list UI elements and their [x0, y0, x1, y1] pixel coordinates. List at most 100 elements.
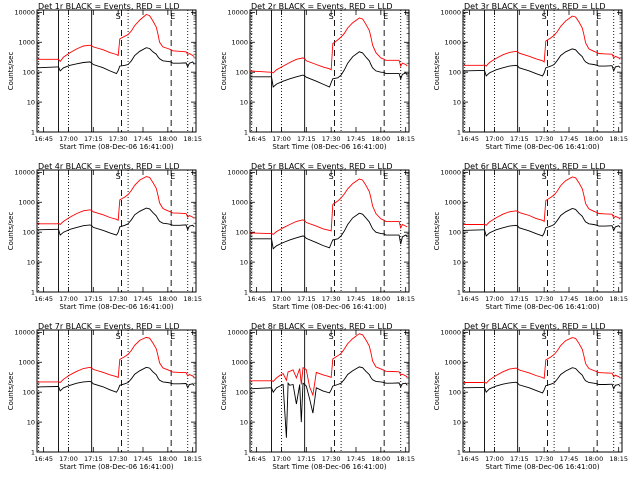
end-marker-label: E [596, 332, 601, 341]
y-tick-label: 1 [31, 288, 35, 296]
x-tick-label: 17:00 [485, 295, 504, 303]
y-tick-label: 1 [244, 288, 248, 296]
plot-frame [36, 169, 197, 293]
x-tick-label: 16:45 [34, 295, 53, 303]
end-marker-label: E [383, 332, 388, 341]
x-tick-label: 17:45 [560, 295, 579, 303]
x-tick-label: 16:45 [247, 455, 266, 463]
y-axis-label: Counts/sec [7, 52, 15, 91]
y-tick-label: 100 [23, 68, 35, 76]
plot-frame [462, 169, 623, 293]
y-tick-label: 10 [240, 418, 248, 426]
plot-frame [249, 9, 410, 133]
x-tick-label: 17:30 [322, 295, 341, 303]
x-tick-label: 17:00 [272, 135, 291, 143]
x-axis-label: Start Time (08-Dec-06 16:41:00) [485, 303, 599, 311]
x-tick-label: 18:00 [158, 455, 177, 463]
x-tick-label: 17:00 [485, 455, 504, 463]
y-tick-label: 100 [23, 388, 35, 396]
y-tick-label: 10000 [440, 329, 461, 337]
y-tick-label: 10000 [227, 9, 248, 17]
y-axis-label: Counts/sec [220, 212, 228, 251]
start-marker-label: S [542, 12, 547, 21]
start-marker-label: S [116, 332, 121, 341]
x-tick-label: 18:15 [183, 135, 202, 143]
panel-title: Det 1r BLACK = Events, RED = LLD [38, 2, 180, 11]
x-tick-label: 17:00 [59, 295, 78, 303]
x-tick-label: 18:00 [371, 295, 390, 303]
series-line-lld [463, 176, 621, 226]
x-tick-label: 18:15 [183, 295, 202, 303]
y-axis-label: Counts/sec [433, 212, 441, 251]
y-tick-label: 1000 [231, 199, 248, 207]
start-marker-label: S [329, 172, 334, 181]
y-axis-label: Counts/sec [220, 372, 228, 411]
x-tick-label: 17:30 [109, 135, 128, 143]
x-tick-label: 17:00 [272, 455, 291, 463]
y-tick-label: 1 [31, 448, 35, 456]
x-tick-label: 17:45 [347, 135, 366, 143]
y-tick-label: 10000 [14, 329, 35, 337]
x-tick-label: 18:15 [609, 135, 628, 143]
y-tick-label: 100 [449, 388, 461, 396]
plot-frame [36, 329, 197, 453]
y-tick-label: 10000 [227, 169, 248, 177]
x-tick-label: 16:45 [460, 295, 479, 303]
y-tick-label: 1 [244, 448, 248, 456]
y-tick-label: 1000 [18, 199, 35, 207]
x-tick-label: 16:45 [247, 295, 266, 303]
y-axis-label: Counts/sec [433, 372, 441, 411]
end-marker-label: E [170, 332, 175, 341]
x-tick-label: 17:15 [297, 135, 316, 143]
x-tick-label: 17:15 [84, 295, 103, 303]
series-line-events [36, 366, 195, 393]
x-tick-label: 17:30 [535, 295, 554, 303]
x-tick-label: 18:15 [396, 455, 415, 463]
x-tick-label: 17:30 [109, 295, 128, 303]
plot-frame [462, 9, 623, 133]
y-tick-label: 100 [236, 68, 248, 76]
panel-title: Det 2r BLACK = Events, RED = LLD [251, 2, 393, 11]
start-marker-label: S [116, 12, 121, 21]
x-axis-label: Start Time (08-Dec-06 16:41:00) [59, 143, 173, 151]
panel-title: Det 7r BLACK = Events, RED = LLD [38, 322, 180, 331]
y-tick-label: 1000 [444, 359, 461, 367]
end-marker-label: E [596, 12, 601, 21]
panel-det-1r: Det 1r BLACK = Events, RED = LLD 1 10 100 10… [7, 2, 202, 151]
series-line-lld [250, 333, 408, 397]
y-tick-label: 10000 [440, 169, 461, 177]
start-marker-label: S [542, 172, 547, 181]
y-tick-label: 10 [453, 418, 461, 426]
y-tick-label: 10 [453, 98, 461, 106]
x-tick-label: 17:15 [510, 455, 529, 463]
series-line-events [250, 212, 408, 250]
y-tick-label: 10000 [14, 169, 35, 177]
x-tick-label: 17:30 [535, 135, 554, 143]
end-marker-label: E [170, 172, 175, 181]
y-tick-label: 100 [449, 68, 461, 76]
series-line-events [250, 51, 408, 88]
x-tick-label: 17:45 [560, 135, 579, 143]
x-tick-label: 17:00 [59, 455, 78, 463]
start-marker-label: S [329, 332, 334, 341]
x-tick-label: 17:15 [84, 455, 103, 463]
panel-title: Det 4r BLACK = Events, RED = LLD [38, 162, 180, 171]
x-tick-label: 18:15 [396, 295, 415, 303]
x-tick-label: 18:00 [371, 135, 390, 143]
y-axis-label: Counts/sec [433, 52, 441, 91]
series-line-lld [249, 17, 408, 74]
x-tick-label: 18:15 [183, 455, 202, 463]
x-tick-label: 17:30 [535, 455, 554, 463]
x-tick-label: 17:45 [134, 295, 153, 303]
panel-title: Det 6r BLACK = Events, RED = LLD [464, 162, 606, 171]
series-line-events [462, 48, 621, 77]
x-tick-label: 18:00 [584, 135, 603, 143]
y-tick-label: 10 [27, 98, 35, 106]
y-tick-label: 10000 [227, 329, 248, 337]
series-line-lld [37, 336, 195, 384]
y-axis-label: Counts/sec [7, 212, 15, 251]
y-tick-label: 1000 [18, 359, 35, 367]
y-tick-label: 100 [236, 228, 248, 236]
y-axis-label: Counts/sec [7, 372, 15, 411]
panel-det-6r: Det 6r BLACK = Events, RED = LLD 1 10 100 10… [433, 162, 628, 311]
